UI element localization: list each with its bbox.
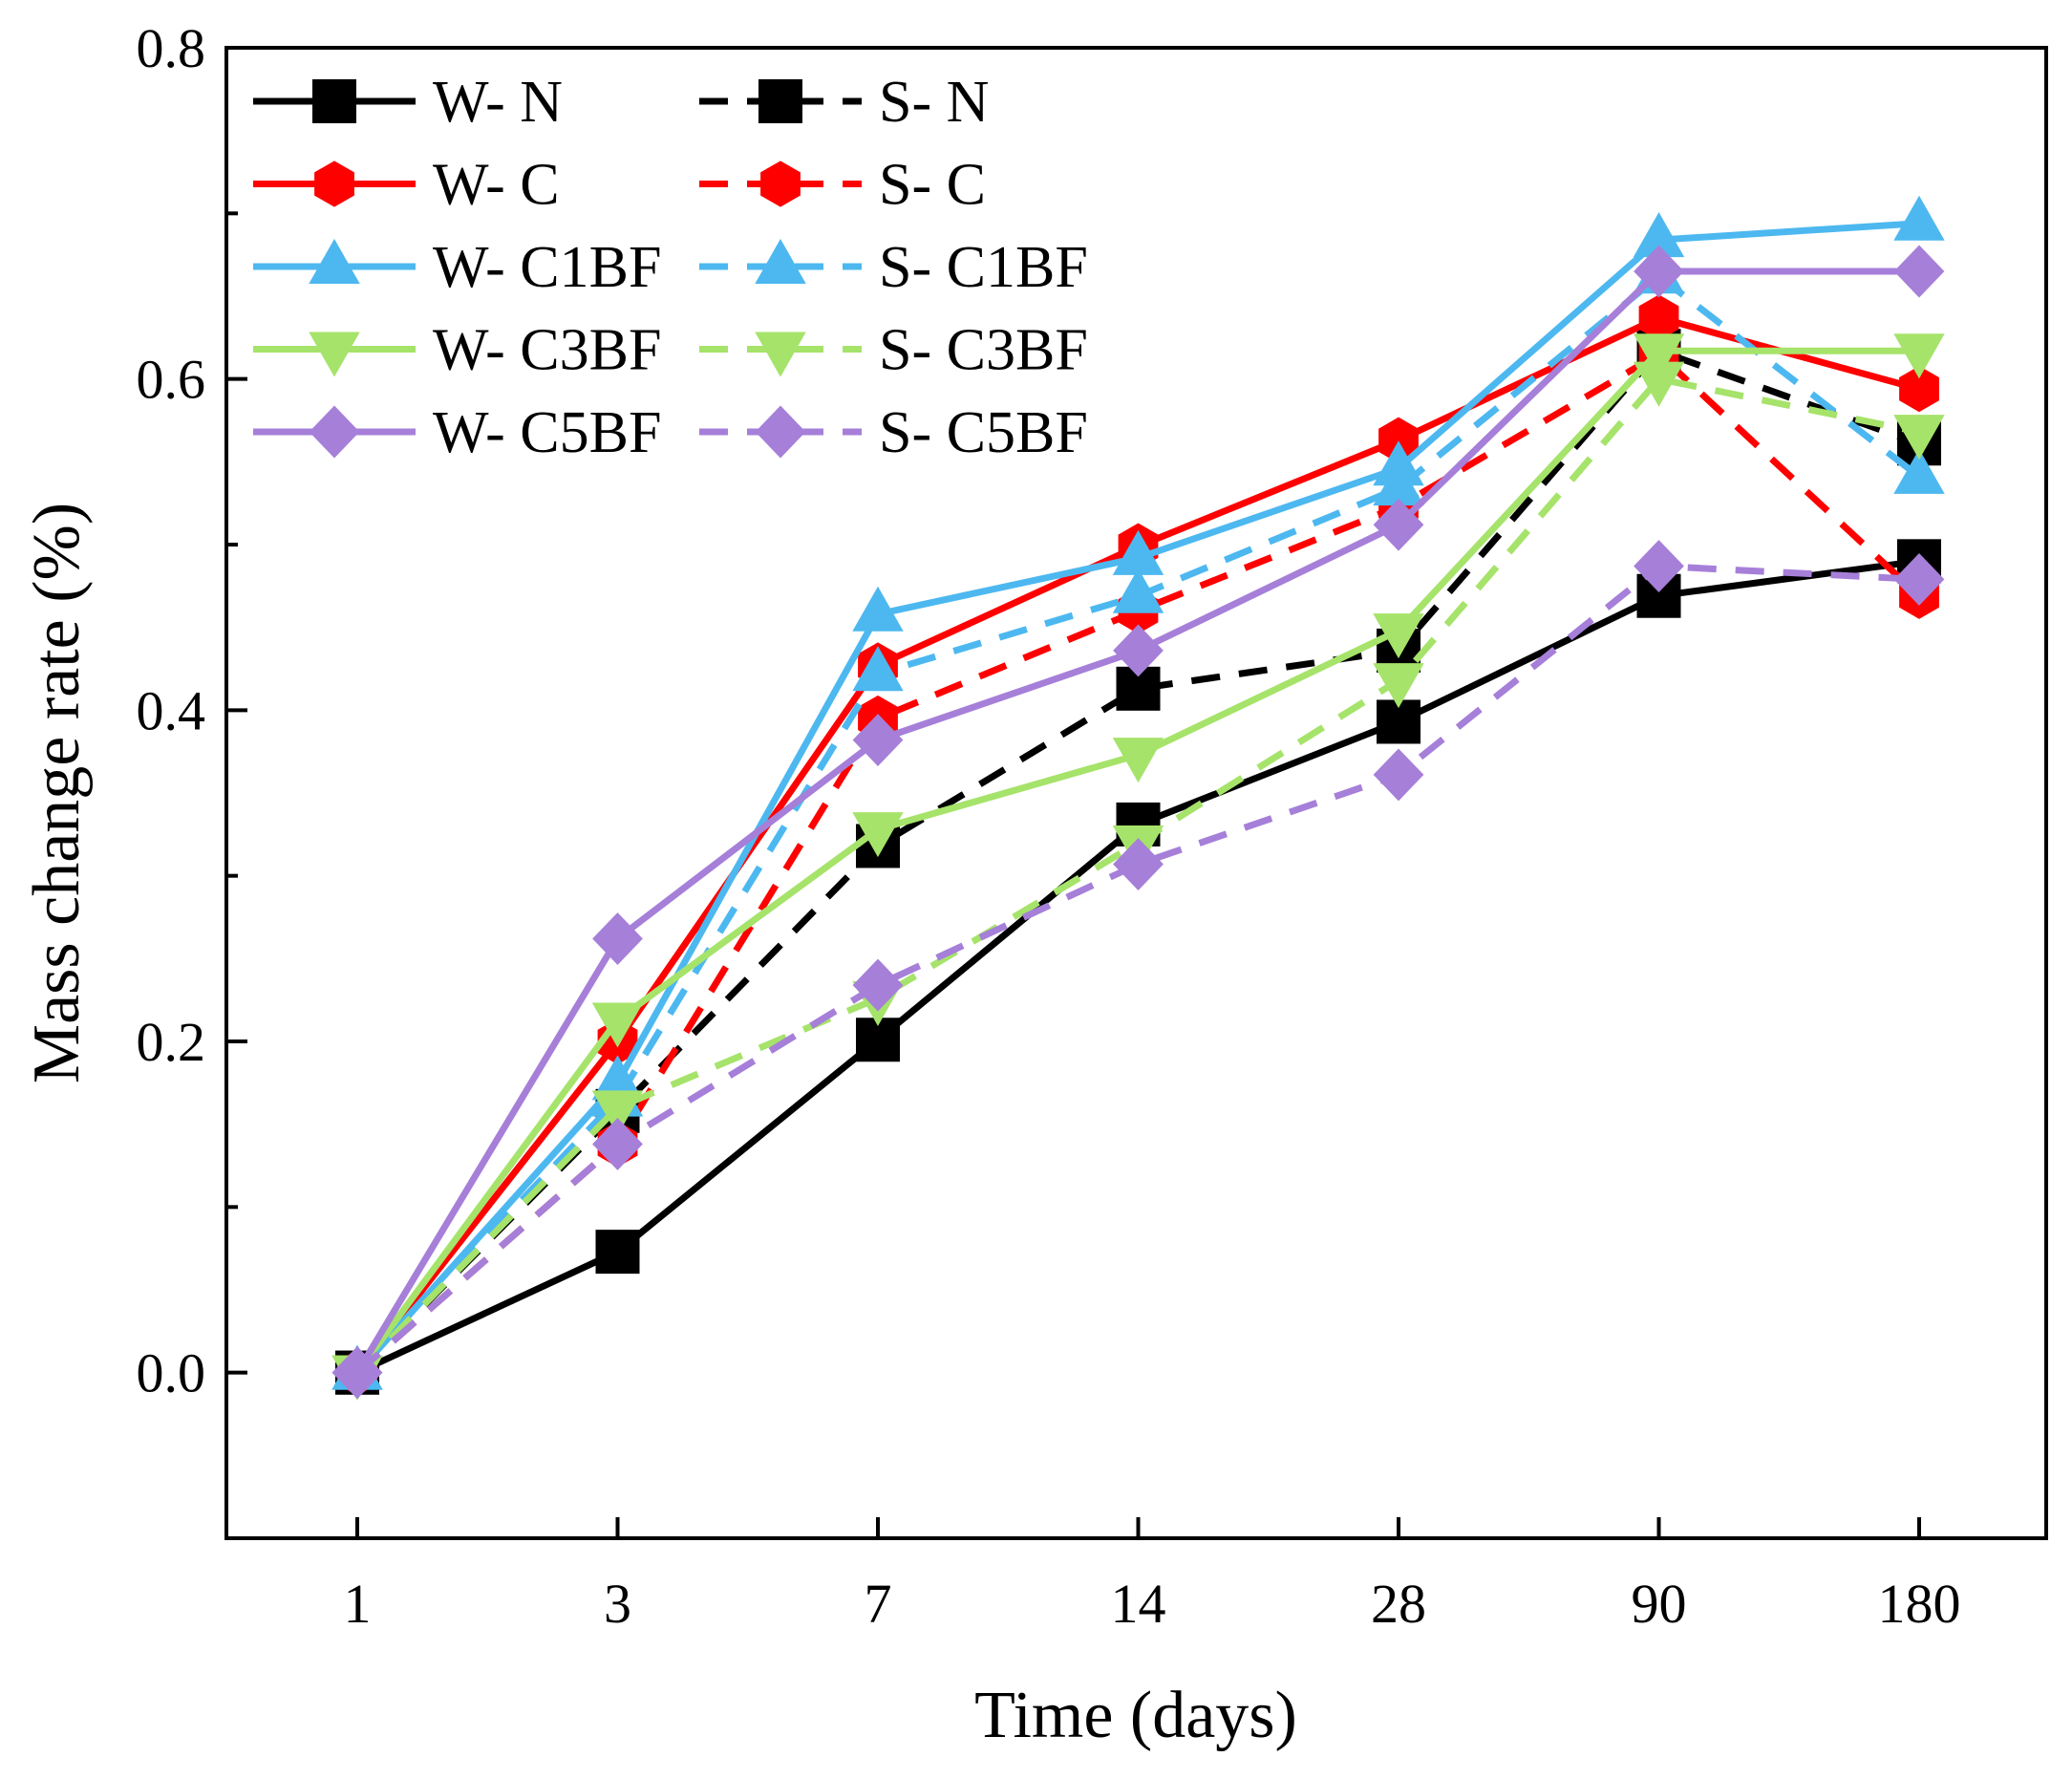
legend-item: S- C1BF [699,235,1088,300]
series-line [354,220,1920,1376]
data-point [1373,663,1424,709]
data-point [595,1230,640,1275]
legend-marker [755,405,806,459]
legend-marker [755,238,806,284]
data-point [1112,568,1164,613]
series-w-c5bf [331,245,1945,1400]
data-point [852,714,904,766]
x-tick-label: 14 [1111,1573,1166,1635]
data-point [1634,540,1684,592]
legend-marker [755,332,806,377]
data-point [1634,245,1684,298]
series-layer [331,195,1945,1401]
data-point [852,646,904,692]
legend-item: S- N [699,70,989,135]
data-point [1893,245,1945,298]
y-axis-title: Mass change rate (%) [20,503,94,1083]
data-point [1112,738,1164,783]
legend-label: W- N [433,70,563,135]
data-point [852,812,904,858]
legend-label: W- C [433,153,560,218]
data-point [1633,333,1685,379]
legend-label: W- C3BF [433,318,661,383]
data-point [1373,748,1424,802]
data-point [1893,552,1945,606]
x-tick-label: 28 [1371,1573,1426,1635]
legend-label: S- N [879,70,989,135]
x-tick-label: 180 [1878,1573,1961,1635]
legend-marker [309,332,360,377]
legend-marker [309,238,360,284]
legend-label: S- C [879,153,986,218]
data-point [852,958,904,1012]
data-point [1899,365,1939,413]
legend-label: W- C1BF [433,235,661,300]
data-point [591,1090,644,1136]
data-point [1893,333,1945,379]
legend-item: W- C3BF [253,318,661,383]
x-tick-label: 90 [1632,1573,1687,1635]
series-s-c5bf [331,540,1945,1400]
data-point [1373,498,1424,551]
data-point [1633,361,1685,407]
x-axis-title: Time (days) [974,1679,1297,1752]
data-point [1893,448,1945,494]
legend-item: W- C1BF [253,235,661,300]
y-tick-label: 0.8 [137,17,206,79]
data-point [1113,838,1164,890]
data-point [592,912,643,965]
legend-item: S- C3BF [699,318,1088,383]
legend-marker [760,161,801,207]
data-point [852,586,904,632]
x-tick-label: 7 [865,1573,892,1635]
data-point [591,1002,644,1048]
x-tick-label: 1 [344,1573,372,1635]
data-point [592,1118,643,1170]
legend-item: S- C [699,153,986,218]
data-point [1893,415,1945,461]
legend: W- N S- N W- C S- C W- C1BF S- C1BF W- C3BF S- … [253,70,1088,465]
y-tick-label: 0.4 [137,679,206,741]
legend-marker [312,79,356,123]
data-point [1373,613,1424,659]
legend-item: W- C [253,153,560,218]
y-tick-label: 0.6 [137,349,206,411]
y-tick-label: 0.2 [137,1011,206,1073]
legend-item: W- C5BF [253,400,661,465]
legend-label: S- C5BF [879,400,1088,465]
legend-marker [309,405,360,459]
legend-label: S- C3BF [879,318,1088,383]
y-tick-label: 0.0 [137,1342,206,1404]
legend-label: S- C1BF [879,235,1088,300]
data-point [331,1346,383,1400]
x-axis: 1 3 7 14 28 90 180 [344,1517,1961,1635]
legend-item: W- N [253,70,563,135]
data-point [1893,195,1945,241]
x-tick-label: 3 [604,1573,631,1635]
legend-item: S- C5BF [699,400,1088,465]
legend-label: W- C5BF [433,400,661,465]
legend-marker [314,161,354,207]
legend-marker [758,79,802,123]
y-axis: 0.0 0.2 0.4 0.6 0.8 [137,17,247,1540]
data-point [1113,624,1164,677]
